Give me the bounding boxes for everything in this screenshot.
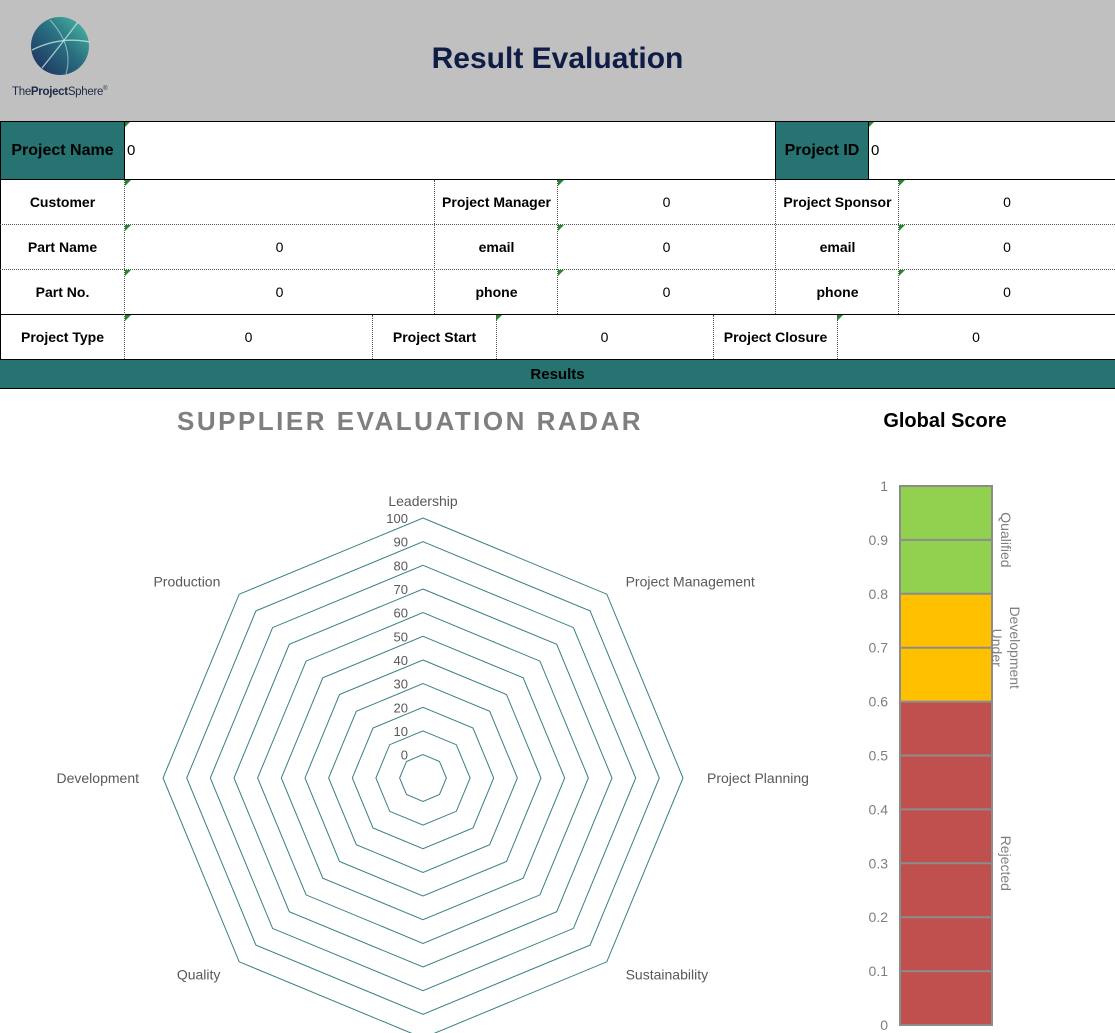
radar-category-label: Sustainability	[626, 967, 709, 983]
radar-category-label: Project Management	[626, 573, 755, 589]
radar-tick-label: 50	[394, 629, 408, 644]
logo-wordmark: TheProjectSphere®	[12, 86, 108, 98]
score-band-label-word: Qualified	[998, 512, 1014, 567]
project-type-field[interactable]: 0	[125, 315, 372, 359]
radar-category-label: Development	[57, 770, 140, 786]
radar-tick-label: 100	[386, 511, 408, 526]
score-band-label: Rejected	[998, 836, 1014, 891]
project-start-field[interactable]: 0	[496, 315, 713, 359]
radar-gridline-60	[257, 612, 589, 944]
part-name-field[interactable]: 0	[125, 225, 434, 269]
customer-field[interactable]	[125, 180, 434, 224]
radar-gridline-20	[351, 706, 495, 850]
radar-gridline-10	[375, 730, 471, 826]
score-tick-label: 0.2	[869, 909, 889, 925]
project-sponsor-label: Project Sponsor	[783, 194, 892, 210]
part-no-label: Part No.	[35, 284, 90, 300]
radar-tick-label: 10	[394, 724, 408, 739]
globe-icon	[31, 17, 91, 75]
radar-gridline-0	[399, 754, 447, 802]
radar-gridline-70	[233, 588, 613, 968]
global-score-chart: 0 0.1 0.2 0.3 0.4 0.5 0.6 0.7 0.8 0.9 1 Rejected Und…	[869, 478, 1023, 1033]
score-tick-label: 0.5	[869, 748, 889, 764]
radar-tick-label: 0	[401, 748, 408, 763]
radar-category-label: Leadership	[388, 493, 457, 509]
radar-gridline-40	[304, 659, 542, 897]
score-band-label: Qualified	[998, 512, 1014, 567]
project-sponsor-field[interactable]: 0	[899, 180, 1115, 224]
radar-gridline-80	[209, 564, 637, 992]
project-id-field[interactable]: 0	[868, 122, 1115, 179]
score-tick-label: 0.4	[869, 801, 889, 817]
radar-gridline-30	[328, 683, 518, 873]
score-tick-label: 0.1	[869, 963, 889, 979]
score-tick-label: 0.6	[869, 694, 889, 710]
project-start-label: Project Start	[392, 329, 477, 345]
part-name-label: Part Name	[27, 239, 98, 255]
score-tick-label: 0.8	[869, 586, 889, 602]
project-closure-field[interactable]: 0	[837, 315, 1115, 359]
radar-tick-label: 70	[394, 582, 408, 597]
radar-tick-label: 20	[394, 700, 408, 715]
radar-category-label: Production	[153, 573, 220, 589]
part-no-field[interactable]: 0	[125, 270, 434, 314]
company-logo: TheProjectSphere®	[10, 14, 120, 104]
score-band-label-word: Development	[1007, 606, 1023, 689]
radar-gridline-90	[186, 541, 660, 1015]
score-band-label-word: Under	[989, 629, 1005, 667]
score-tick-label: 0.7	[869, 640, 889, 656]
manager-phone-field[interactable]: 0	[558, 270, 775, 314]
results-section-header: Results	[0, 359, 1115, 389]
supplier-evaluation-radar-chart: 0 10 20 30 40 50 60 70 80 90 100 Leadership Project …	[57, 493, 809, 1033]
radar-tick-label: 90	[394, 535, 408, 550]
sponsor-phone-field[interactable]: 0	[899, 270, 1115, 314]
manager-email-label: email	[478, 239, 515, 255]
radar-tick-label: 30	[394, 677, 408, 692]
project-name-label: Project Name	[1, 122, 124, 179]
project-manager-label: Project Manager	[442, 194, 551, 210]
score-tick-label: 0.3	[869, 855, 889, 871]
sponsor-email-label: email	[819, 239, 856, 255]
project-id-label: Project ID	[776, 122, 868, 179]
project-manager-field[interactable]: 0	[558, 180, 775, 224]
score-tick-label: 1	[880, 478, 888, 494]
score-band-label-word: Rejected	[998, 836, 1014, 891]
radar-category-label: Project Planning	[707, 770, 809, 786]
header-banner: TheProjectSphere® Result Evaluation	[0, 0, 1115, 121]
radar-chart-title: SUPPLIER EVALUATION RADAR	[177, 406, 643, 436]
project-name-field[interactable]: 0	[124, 122, 775, 179]
project-closure-label: Project Closure	[723, 329, 828, 345]
customer-label: Customer	[29, 194, 96, 210]
radar-category-label: Quality	[177, 967, 221, 983]
radar-tick-label: 40	[394, 653, 408, 668]
sponsor-email-field[interactable]: 0	[899, 225, 1115, 269]
radar-tick-label: 80	[394, 558, 408, 573]
manager-phone-label: phone	[475, 284, 518, 300]
score-tick-label: 0.9	[869, 532, 889, 548]
score-bar-frame	[899, 485, 993, 1026]
radar-gridline-100	[162, 517, 684, 1033]
radar-gridline-50	[280, 635, 566, 921]
radar-tick-label: 60	[394, 606, 408, 621]
score-tick-label: 0	[880, 1017, 888, 1033]
sponsor-phone-label: phone	[816, 284, 859, 300]
page-title: Result Evaluation	[431, 42, 684, 75]
score-band-label: Under Development	[989, 606, 1023, 689]
project-type-label: Project Type	[21, 329, 104, 345]
global-score-title: Global Score	[883, 410, 1007, 432]
manager-email-field[interactable]: 0	[558, 225, 775, 269]
